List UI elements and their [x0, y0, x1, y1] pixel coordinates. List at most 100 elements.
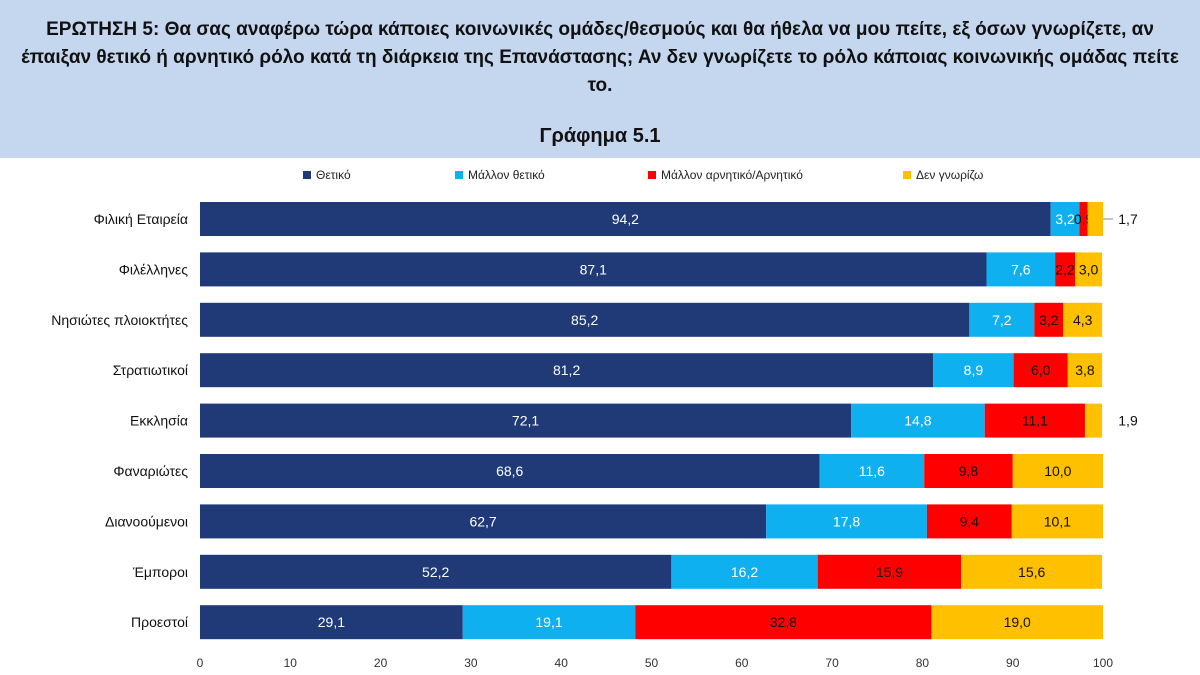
bar-1-7	[671, 554, 818, 589]
data-label-3-5: 10,0	[1044, 463, 1071, 479]
x-tick-label-9: 90	[1006, 656, 1020, 670]
x-tick-label-3: 30	[464, 656, 478, 670]
data-label-0-6: 62,7	[469, 513, 496, 529]
bar-1-4	[851, 403, 985, 438]
data-label-3-6: 10,1	[1044, 513, 1071, 529]
data-label-2-3: 6,0	[1031, 362, 1051, 378]
category-label-1: Φιλέλληνες	[119, 261, 189, 277]
bar-2-7	[817, 554, 962, 589]
data-label-1-5: 11,6	[859, 463, 885, 479]
legend-label-dont-know: Δεν γνωρίζω	[916, 168, 984, 182]
data-label-3-4: 1,9	[1118, 413, 1138, 429]
category-label-6: Διανοούμενοι	[105, 513, 188, 529]
bar-1-3	[933, 353, 1014, 388]
data-label-3-1: 3,0	[1079, 261, 1099, 277]
bar-0-8	[200, 605, 463, 640]
bar-1-8	[462, 605, 636, 640]
bar-0-7	[200, 554, 672, 589]
bar-2-3	[1013, 353, 1068, 388]
data-label-2-4: 11,1	[1022, 413, 1048, 429]
data-label-2-1: 2,2	[1055, 261, 1075, 277]
bar-0-4	[200, 403, 852, 438]
legend-item-negative: Μάλλον αρνητικό/Αρνητικό	[648, 168, 803, 182]
category-label-0: Φιλική Εταιρεία	[94, 211, 188, 227]
data-label-2-6: 9,4	[960, 513, 980, 529]
bar-3-0	[1087, 202, 1103, 236]
data-label-3-7: 15,6	[1018, 564, 1045, 580]
category-label-8: Προεστοί	[131, 614, 188, 630]
data-label-1-8: 19,1	[535, 614, 562, 630]
legend-label-rather-positive: Μάλλον θετικό	[468, 168, 545, 182]
data-label-1-7: 16,2	[731, 564, 758, 580]
legend-swatch-positive	[303, 171, 311, 179]
legend-label-positive: Θετικό	[316, 168, 351, 182]
x-tick-label-10: 100	[1093, 656, 1113, 670]
bar-3-8	[931, 605, 1103, 640]
bar-3-7	[961, 554, 1103, 589]
data-label-0-1: 87,1	[580, 261, 607, 277]
figure-title: Γράφημα 5.1	[539, 125, 661, 147]
bar-3-4	[1084, 403, 1103, 438]
bar-3-1	[1075, 252, 1103, 287]
data-label-0-8: 29,1	[318, 614, 345, 630]
x-tick-label-6: 60	[735, 656, 749, 670]
category-label-3: Στρατιωτικοί	[113, 362, 188, 378]
data-label-0-5: 68,6	[496, 463, 523, 479]
bar-3-5	[1012, 454, 1103, 488]
category-label-5: Φαναριώτες	[113, 463, 188, 479]
x-tick-label-1: 10	[284, 656, 298, 670]
question-header: ΕΡΩΤΗΣΗ 5: Θα σας αναφέρω τώρα κάποιες κ…	[0, 0, 1200, 158]
bar-1-5	[819, 454, 925, 488]
legend-item-rather-positive: Μάλλον θετικό	[455, 168, 545, 182]
bar-0-3	[200, 353, 934, 388]
bar-1-0	[1050, 202, 1080, 236]
bar-2-0	[1079, 202, 1088, 236]
category-label-4: Εκκλησία	[130, 413, 188, 429]
data-label-1-2: 7,2	[992, 312, 1012, 328]
data-label-1-0: 3,2	[1055, 211, 1075, 227]
data-label-0-3: 81,2	[553, 362, 580, 378]
bar-2-5	[924, 454, 1013, 488]
legend-item-dont-know: Δεν γνωρίζω	[903, 168, 983, 182]
legend-swatch-rather-positive	[455, 171, 463, 179]
bar-3-3	[1067, 353, 1103, 388]
chart-legend: Θετικό Μάλλον θετικό Μάλλον αρνητικό/Αρν…	[0, 168, 1200, 188]
legend-label-negative: Μάλλον αρνητικό/Αρνητικό	[661, 168, 803, 182]
bar-2-1	[1055, 252, 1076, 287]
bar-0-1	[200, 252, 987, 287]
data-label-0-7: 52,2	[422, 564, 449, 580]
x-tick-label-0: 0	[197, 656, 204, 670]
data-label-2-2: 3,2	[1039, 312, 1059, 328]
data-label-0-0: 94,2	[612, 211, 639, 227]
data-label-0-4: 72,1	[512, 413, 539, 429]
bar-3-2	[1063, 302, 1103, 337]
x-tick-label-8: 80	[916, 656, 930, 670]
bar-1-6	[766, 504, 927, 539]
bar-3-6	[1011, 504, 1103, 539]
category-label-7: Έμποροι	[132, 564, 188, 580]
bar-0-6	[200, 504, 767, 539]
bar-1-2	[969, 302, 1035, 337]
legend-item-positive: Θετικό	[303, 168, 351, 182]
data-label-1-1: 7,6	[1011, 261, 1031, 277]
bar-0-0	[200, 202, 1051, 236]
legend-swatch-negative	[648, 171, 656, 179]
data-label-1-4: 14,8	[904, 413, 931, 429]
data-label-2-7: 15,9	[876, 564, 903, 580]
question-text: ΕΡΩΤΗΣΗ 5: Θα σας αναφέρω τώρα κάποιες κ…	[21, 19, 1179, 96]
x-tick-label-5: 50	[645, 656, 659, 670]
data-label-3-3: 3,8	[1075, 362, 1095, 378]
x-tick-label-2: 20	[374, 656, 388, 670]
bar-2-2	[1034, 302, 1064, 337]
bar-2-4	[984, 403, 1085, 438]
bar-0-5	[200, 454, 820, 488]
data-label-3-0: 1,7	[1118, 211, 1138, 227]
bar-0-2	[200, 302, 970, 337]
x-tick-label-4: 40	[555, 656, 569, 670]
legend-swatch-dont-know	[903, 171, 911, 179]
data-label-1-6: 17,8	[833, 513, 860, 529]
bar-2-8	[635, 605, 932, 640]
category-label-2: Νησιώτες πλοιοκτήτες	[51, 312, 188, 328]
data-label-3-8: 19,0	[1004, 614, 1031, 630]
